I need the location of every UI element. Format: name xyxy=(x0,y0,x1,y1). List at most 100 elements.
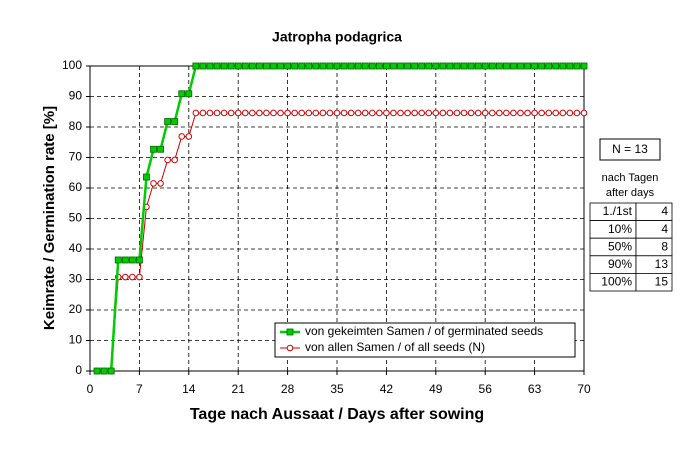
data-point xyxy=(524,109,531,117)
y-axis-title: Keimrate / Germination rate [%] xyxy=(41,106,58,330)
data-point xyxy=(241,109,249,117)
data-point xyxy=(305,109,313,117)
data-point xyxy=(354,109,362,117)
data-point xyxy=(481,109,489,117)
data-point xyxy=(227,109,235,117)
data-point xyxy=(326,62,334,70)
data-point xyxy=(347,109,355,117)
x-tick-label: 49 xyxy=(429,382,443,396)
data-point xyxy=(284,62,292,70)
data-point xyxy=(517,109,524,117)
data-point xyxy=(404,109,411,117)
data-point xyxy=(114,256,122,264)
data-point xyxy=(227,62,235,70)
data-point xyxy=(340,109,348,117)
data-point xyxy=(164,118,172,125)
data-point xyxy=(488,62,496,70)
data-point xyxy=(425,62,433,70)
data-point xyxy=(573,109,581,117)
data-point xyxy=(178,90,186,98)
legend-label: von gekeimten Samen / of germinated seed… xyxy=(305,324,543,338)
table-heading: nach Tagen xyxy=(602,172,659,184)
y-tick-label: 60 xyxy=(69,180,83,194)
data-point xyxy=(241,62,249,70)
data-point xyxy=(326,109,334,117)
data-point xyxy=(368,62,376,70)
data-point xyxy=(453,109,461,117)
data-point xyxy=(150,180,157,187)
x-tick-label: 56 xyxy=(479,382,493,396)
data-point xyxy=(270,109,277,117)
data-point xyxy=(538,109,545,117)
data-point xyxy=(220,62,228,70)
data-point xyxy=(439,62,447,70)
data-point xyxy=(312,109,320,117)
x-tick-label: 42 xyxy=(380,382,394,396)
data-point xyxy=(418,109,425,117)
data-point xyxy=(545,62,553,70)
table-label: 50% xyxy=(608,239,632,253)
data-point xyxy=(319,62,327,70)
data-point xyxy=(361,109,369,117)
y-tick-label: 90 xyxy=(69,89,83,103)
y-tick-label: 80 xyxy=(69,119,83,133)
data-point xyxy=(474,62,482,70)
data-point xyxy=(319,109,327,117)
data-point xyxy=(185,90,193,98)
data-point xyxy=(375,62,383,70)
data-point xyxy=(291,109,298,117)
data-point xyxy=(510,62,517,70)
y-tick-label: 70 xyxy=(69,150,83,164)
data-point xyxy=(263,109,270,117)
data-point xyxy=(559,109,567,117)
data-point xyxy=(199,109,207,117)
data-point xyxy=(157,145,164,153)
data-point xyxy=(199,62,207,70)
data-point xyxy=(164,156,171,164)
data-point xyxy=(213,62,221,70)
series-line xyxy=(97,112,584,372)
data-point xyxy=(552,109,560,117)
data-point xyxy=(354,62,362,70)
data-point xyxy=(531,62,538,70)
legend-marker xyxy=(286,328,294,336)
data-point xyxy=(270,62,277,70)
data-point xyxy=(460,109,468,117)
data-point xyxy=(220,109,228,117)
data-point xyxy=(425,109,433,117)
data-point xyxy=(580,62,588,70)
data-point xyxy=(552,62,560,70)
data-point xyxy=(284,109,291,117)
data-point xyxy=(128,256,136,264)
data-point xyxy=(510,109,517,117)
data-point xyxy=(121,256,129,264)
data-point xyxy=(263,62,270,70)
table-heading: after days xyxy=(606,187,655,199)
data-point xyxy=(213,109,221,117)
data-point xyxy=(107,367,115,375)
data-point xyxy=(277,109,284,117)
x-axis-title: Tage nach Aussaat / Days after sowing xyxy=(190,406,484,423)
data-point xyxy=(474,109,482,117)
data-point xyxy=(333,62,341,70)
chart-title: Jatropha podagrica xyxy=(272,29,402,45)
y-tick-label: 100 xyxy=(62,58,82,72)
data-point xyxy=(524,62,531,70)
data-point xyxy=(171,156,178,164)
data-point xyxy=(249,109,256,117)
y-tick-label: 40 xyxy=(69,241,83,255)
data-point xyxy=(305,62,313,70)
n-label: N = 13 xyxy=(612,142,648,156)
data-point xyxy=(93,367,101,375)
data-point xyxy=(234,109,242,117)
x-tick-label: 28 xyxy=(281,382,295,396)
data-point xyxy=(150,145,157,153)
data-point xyxy=(502,62,510,70)
data-point xyxy=(171,118,179,125)
y-tick-label: 30 xyxy=(69,272,83,286)
data-point xyxy=(432,62,440,70)
data-point xyxy=(496,109,503,117)
data-point xyxy=(248,62,256,70)
